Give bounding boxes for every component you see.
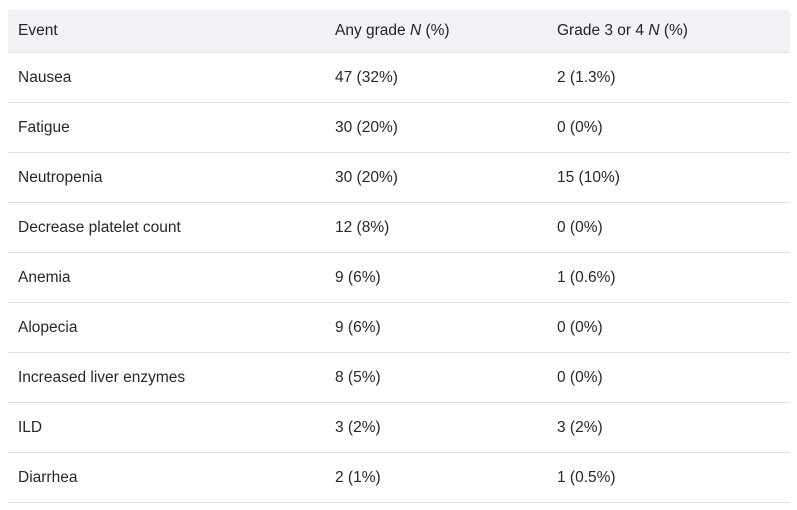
- event-cell: ILD: [8, 402, 325, 453]
- event-cell: Alopecia: [8, 302, 325, 353]
- grade-3-4-cell: 3 (2%): [547, 402, 790, 453]
- column-header-any-grade-n: N: [409, 22, 422, 39]
- table-row: Neutropenia 30 (20%) 15 (10%): [8, 152, 790, 203]
- any-grade-cell: 3 (2%): [325, 402, 547, 453]
- any-grade-cell: 9 (6%): [325, 252, 547, 303]
- event-cell: Anemia: [8, 252, 325, 303]
- event-cell: Diarrhea: [8, 452, 325, 503]
- column-header-grade-3-4-prefix: Grade 3 or 4: [557, 22, 649, 39]
- any-grade-cell: 9 (6%): [325, 302, 547, 353]
- column-header-grade-3-4-n: N: [648, 22, 660, 39]
- table-row: Anemia 9 (6%) 1 (0.6%): [8, 252, 790, 303]
- adverse-events-table: Event Any grade N (%) Grade 3 or 4 N (%)…: [8, 10, 790, 503]
- grade-3-4-cell: 0 (0%): [547, 202, 790, 253]
- table-row: ILD 3 (2%) 3 (2%): [8, 402, 790, 453]
- table-row: Increased liver enzymes 8 (5%) 0 (0%): [8, 352, 790, 403]
- column-header-grade-3-4: Grade 3 or 4 N (%): [547, 10, 790, 53]
- column-header-event: Event: [8, 10, 325, 53]
- event-cell: Fatigue: [8, 102, 325, 153]
- event-cell: Neutropenia: [8, 152, 325, 203]
- grade-3-4-cell: 1 (0.5%): [547, 452, 790, 503]
- event-cell: Increased liver enzymes: [8, 352, 325, 403]
- table-row: Nausea 47 (32%) 2 (1.3%): [8, 52, 790, 103]
- column-header-any-grade-prefix: Any grade: [335, 22, 410, 39]
- any-grade-cell: 30 (20%): [325, 152, 547, 203]
- table-row: Diarrhea 2 (1%) 1 (0.5%): [8, 452, 790, 503]
- grade-3-4-cell: 1 (0.6%): [547, 252, 790, 303]
- table-row: Alopecia 9 (6%) 0 (0%): [8, 302, 790, 353]
- column-header-any-grade: Any grade N (%): [325, 10, 547, 53]
- table-row: Fatigue 30 (20%) 0 (0%): [8, 102, 790, 153]
- event-cell: Nausea: [8, 52, 325, 103]
- column-header-any-grade-suffix: (%): [421, 22, 450, 39]
- grade-3-4-cell: 2 (1.3%): [547, 52, 790, 103]
- column-header-event-label: Event: [18, 22, 58, 39]
- event-cell: Decrease platelet count: [8, 202, 325, 253]
- grade-3-4-cell: 0 (0%): [547, 352, 790, 403]
- grade-3-4-cell: 0 (0%): [547, 302, 790, 353]
- grade-3-4-cell: 15 (10%): [547, 152, 790, 203]
- any-grade-cell: 30 (20%): [325, 102, 547, 153]
- grade-3-4-cell: 0 (0%): [547, 102, 790, 153]
- header-row: Event Any grade N (%) Grade 3 or 4 N (%): [8, 10, 790, 53]
- any-grade-cell: 8 (5%): [325, 352, 547, 403]
- any-grade-cell: 2 (1%): [325, 452, 547, 503]
- any-grade-cell: 47 (32%): [325, 52, 547, 103]
- column-header-grade-3-4-suffix: (%): [659, 22, 688, 39]
- any-grade-cell: 12 (8%): [325, 202, 547, 253]
- table-row: Decrease platelet count 12 (8%) 0 (0%): [8, 202, 790, 253]
